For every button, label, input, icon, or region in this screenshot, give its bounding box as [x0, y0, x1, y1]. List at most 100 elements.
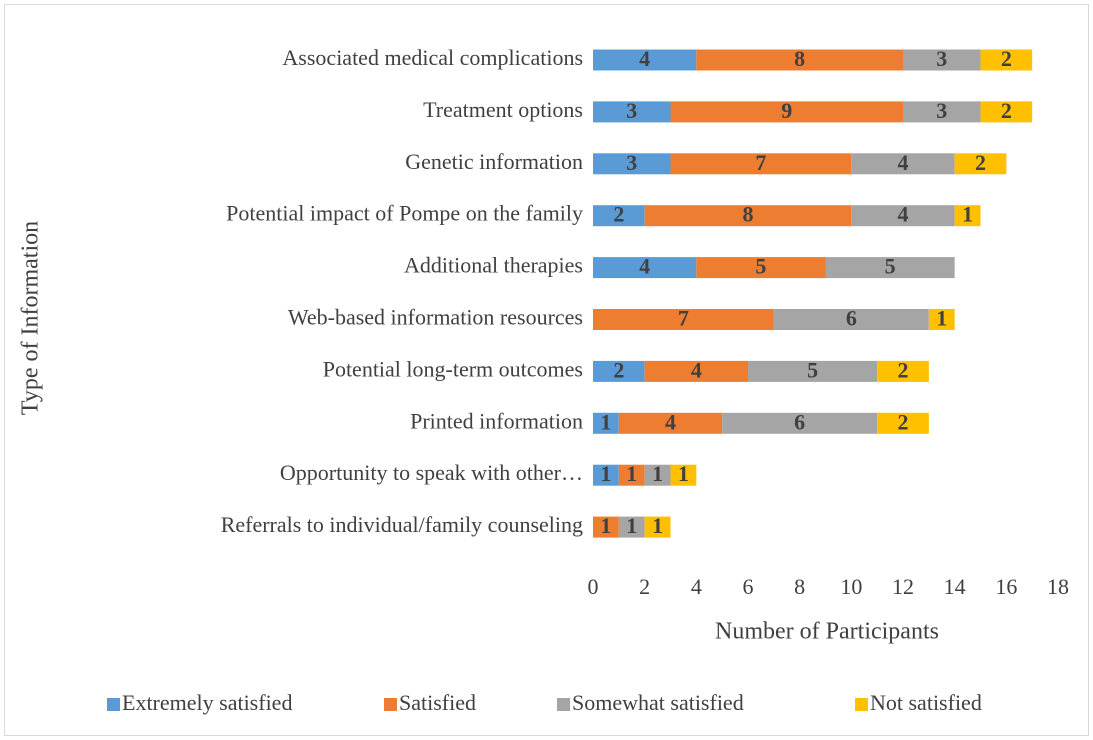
- x-tick-label: 14: [944, 574, 966, 599]
- x-tick-label: 12: [892, 574, 914, 599]
- bar-segment: [877, 360, 929, 382]
- bar-segment: [696, 257, 826, 279]
- x-tick-label: 10: [840, 574, 862, 599]
- x-tick-label: 0: [588, 574, 599, 599]
- data-label: 2: [898, 409, 909, 434]
- data-label: 1: [652, 513, 663, 538]
- legend-label: Somewhat satisfied: [572, 690, 744, 715]
- data-label: 8: [743, 202, 754, 227]
- x-tick-label: 16: [995, 574, 1017, 599]
- data-label: 3: [936, 98, 947, 123]
- data-label: 2: [613, 202, 624, 227]
- bar-segment: [618, 516, 645, 538]
- data-label: 1: [962, 202, 973, 227]
- y-tick-label: Potential impact of Pompe on the family: [226, 201, 583, 226]
- bar-segment: [593, 412, 619, 434]
- y-tick-label: Genetic information: [405, 149, 583, 174]
- bar-segment: [954, 205, 981, 227]
- data-label: 4: [665, 409, 676, 434]
- x-tick-label: 2: [639, 574, 650, 599]
- x-tick-label: 6: [743, 574, 754, 599]
- bar-segment: [618, 412, 723, 434]
- bar-segment: [980, 101, 1033, 123]
- data-label: 4: [898, 150, 909, 175]
- bar-segment: [670, 464, 697, 486]
- y-tick-label: Potential long-term outcomes: [323, 356, 583, 381]
- bar-segment: [644, 360, 748, 382]
- data-label: 5: [755, 254, 766, 279]
- bar-segment: [593, 360, 645, 382]
- data-label: 1: [678, 461, 689, 486]
- legend-label: Not satisfied: [870, 690, 982, 715]
- data-label: 2: [898, 357, 909, 382]
- y-tick-label: Associated medical complications: [282, 45, 583, 70]
- bar-segment: [644, 464, 671, 486]
- legend-swatch: [855, 698, 868, 711]
- data-label: 1: [652, 461, 663, 486]
- data-label: 4: [691, 357, 702, 382]
- x-tick-label: 8: [794, 574, 805, 599]
- data-label: 7: [678, 306, 689, 331]
- y-tick-label: Opportunity to speak with other…: [280, 460, 583, 485]
- bar-segment: [928, 309, 955, 330]
- bar-segment: [593, 464, 619, 486]
- bar-segment: [593, 101, 671, 123]
- data-label: 2: [1001, 46, 1012, 71]
- data-label: 4: [639, 254, 650, 279]
- data-label: 1: [600, 461, 611, 486]
- data-label: 6: [794, 409, 805, 434]
- y-tick-label: Treatment options: [423, 97, 583, 122]
- data-label: 1: [936, 306, 947, 331]
- data-label: 1: [600, 409, 611, 434]
- bar-segment: [825, 257, 955, 279]
- bar-segment: [748, 360, 878, 382]
- bar-segment: [670, 101, 903, 123]
- data-label: 9: [781, 98, 792, 123]
- bar-segment: [593, 153, 671, 175]
- bar-segment: [670, 153, 852, 175]
- data-label: 3: [626, 98, 637, 123]
- data-label: 2: [1001, 98, 1012, 123]
- bar-segment: [593, 309, 774, 330]
- data-label: 3: [626, 150, 637, 175]
- bar-segment: [593, 516, 619, 538]
- x-tick-label: 4: [691, 574, 702, 599]
- y-tick-label: Printed information: [410, 408, 583, 433]
- y-tick-label: Web-based information resources: [288, 305, 583, 330]
- bar-segment: [851, 205, 955, 227]
- bar-segment: [696, 49, 903, 71]
- data-label: 1: [626, 513, 637, 538]
- bar-segment: [980, 49, 1033, 71]
- bar-segment: [644, 205, 852, 227]
- bar-segment: [644, 516, 671, 538]
- data-label: 6: [846, 306, 857, 331]
- y-tick-label: Additional therapies: [404, 253, 583, 278]
- legend-swatch: [107, 698, 120, 711]
- bar-segment: [593, 49, 697, 71]
- x-axis-title: Number of Participants: [715, 619, 939, 645]
- data-label: 4: [898, 202, 909, 227]
- bar-segment: [593, 257, 697, 279]
- data-label: 2: [613, 357, 624, 382]
- legend-label: Extremely satisfied: [122, 690, 292, 715]
- y-axis-title: Type of Information: [18, 221, 44, 415]
- x-tick-label: 18: [1047, 574, 1069, 599]
- data-label: 8: [794, 46, 805, 71]
- y-tick-label: Referrals to individual/family counselin…: [221, 512, 583, 537]
- bar-segment: [903, 49, 981, 71]
- data-label: 2: [975, 150, 986, 175]
- bar-segment: [722, 412, 878, 434]
- legend-swatch: [557, 698, 570, 711]
- bar-segment: [593, 205, 645, 227]
- data-label: 5: [807, 357, 818, 382]
- legend-label: Satisfied: [399, 690, 476, 715]
- data-label: 4: [639, 46, 650, 71]
- data-label: 5: [885, 254, 896, 279]
- bar-segment: [877, 412, 929, 434]
- bar-segment: [618, 464, 645, 486]
- bar-segment: [773, 309, 929, 330]
- bar-segment: [954, 153, 1007, 175]
- data-label: 3: [936, 46, 947, 71]
- data-label: 1: [626, 461, 637, 486]
